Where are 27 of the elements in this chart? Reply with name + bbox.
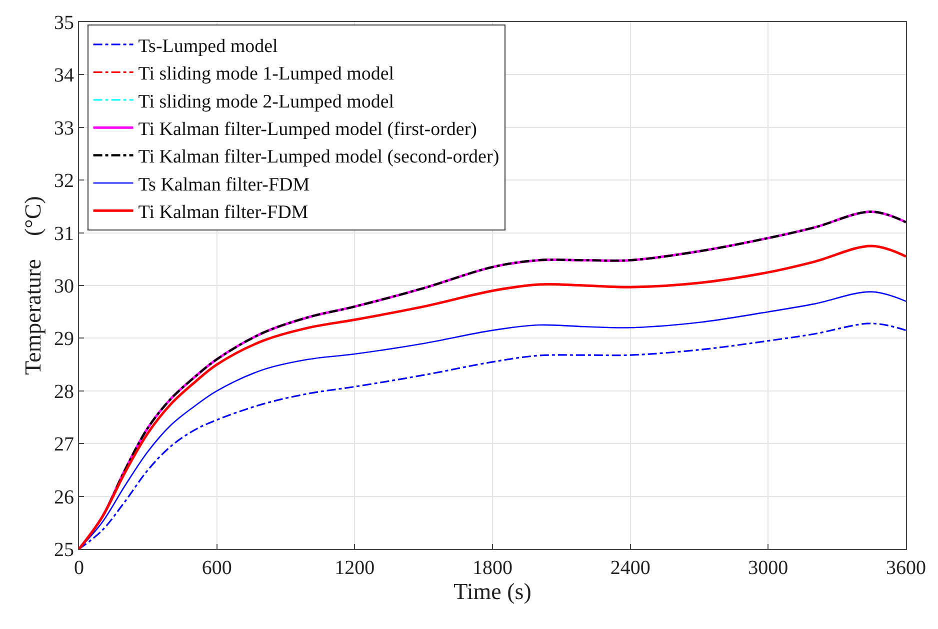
y-tick-label: 33 <box>54 117 74 140</box>
y-tick-label: 32 <box>54 170 74 192</box>
y-tick-label: 30 <box>54 276 74 298</box>
legend-label: Ts Kalman filter-FDM <box>138 174 310 196</box>
y-tick-label: 26 <box>54 486 74 508</box>
y-tick-label: 27 <box>54 434 74 456</box>
legend-label: Ti Kalman filter-Lumped model (second-order) <box>138 146 500 168</box>
y-tick-label: 34 <box>54 64 74 87</box>
x-tick-label: 3000 <box>748 557 788 579</box>
legend-label: Ts-Lumped model <box>138 36 278 57</box>
y-tick-label: 31 <box>54 222 74 245</box>
legend-label: Ti sliding mode 2-Lumped model <box>138 91 394 112</box>
x-tick-label: 1200 <box>334 557 375 579</box>
x-axis-title: Time (s) <box>454 579 532 604</box>
y-axis-title: Temperature (°C) <box>20 196 46 375</box>
x-tick-label: 0 <box>74 557 84 579</box>
legend-label: Ti Kalman filter-Lumped model (first-order) <box>138 118 477 140</box>
legend-label: Ti sliding mode 1-Lumped model <box>138 64 394 85</box>
x-tick-label: 1800 <box>472 557 512 579</box>
y-tick-label: 25 <box>54 539 74 561</box>
y-tick-label: 29 <box>54 328 74 350</box>
x-tick-label: 600 <box>202 557 232 579</box>
x-tick-label: 3600 <box>886 557 926 579</box>
legend-label: Ti Kalman filter-FDM <box>138 202 308 224</box>
y-tick-label: 35 <box>54 12 74 34</box>
y-tick-label: 28 <box>54 380 74 403</box>
x-tick-label: 2400 <box>610 557 650 579</box>
